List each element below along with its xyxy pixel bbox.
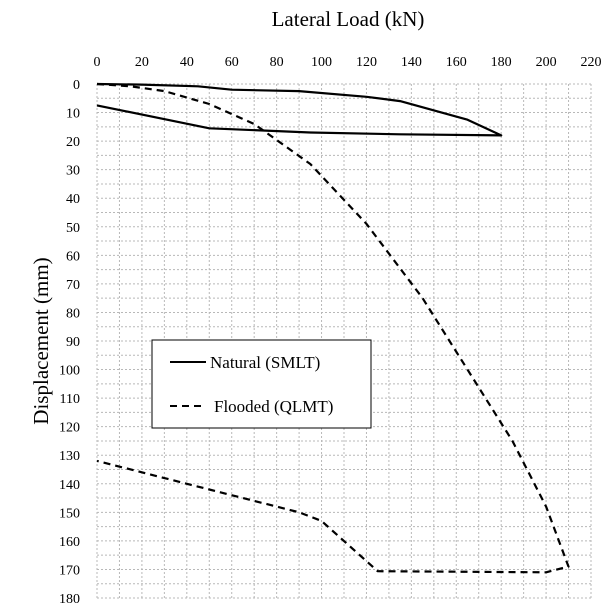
x-tick-label: 80 bbox=[270, 55, 284, 70]
y-tick-label: 100 bbox=[59, 364, 80, 379]
x-axis-title: Lateral Load (kN) bbox=[272, 7, 425, 31]
series-line-natural-smlt bbox=[96, 82, 503, 137]
x-tick-labels: 0 20 40 60 80 100 120 140 160 180 200 220 bbox=[94, 55, 602, 70]
legend-label-natural: Natural (SMLT) bbox=[210, 353, 320, 372]
y-tick-label: 0 bbox=[73, 78, 80, 93]
y-tick-label: 50 bbox=[66, 221, 80, 236]
legend-box bbox=[151, 339, 372, 429]
x-tick-label: 40 bbox=[180, 55, 194, 70]
y-tick-label: 170 bbox=[59, 563, 80, 578]
x-tick-label: 180 bbox=[491, 55, 512, 70]
x-tick-label: 160 bbox=[446, 55, 467, 70]
y-tick-label: 120 bbox=[59, 421, 80, 436]
y-tick-label: 180 bbox=[59, 592, 80, 607]
y-tick-label: 140 bbox=[59, 478, 80, 493]
y-tick-label: 160 bbox=[59, 535, 80, 550]
series-line-flooded-qlmt bbox=[96, 82, 570, 574]
y-tick-label: 80 bbox=[66, 306, 80, 321]
data-series bbox=[96, 82, 570, 574]
y-tick-label: 150 bbox=[59, 506, 80, 521]
x-tick-label: 120 bbox=[356, 55, 377, 70]
x-tick-label: 200 bbox=[536, 55, 557, 70]
y-tick-label: 110 bbox=[60, 392, 80, 407]
x-tick-label: 220 bbox=[581, 55, 602, 70]
legend: Natural (SMLT) Flooded (QLMT) bbox=[151, 339, 372, 429]
x-tick-label: 140 bbox=[401, 55, 422, 70]
x-tick-label: 60 bbox=[225, 55, 239, 70]
y-tick-label: 30 bbox=[66, 164, 80, 179]
y-tick-label: 90 bbox=[66, 335, 80, 350]
y-tick-label: 70 bbox=[66, 278, 80, 293]
y-tick-labels: 0 10 20 30 40 50 60 70 80 90 100 110 120 130 140 150 160… bbox=[59, 78, 80, 607]
y-tick-label: 40 bbox=[66, 192, 80, 207]
x-tick-label: 0 bbox=[94, 55, 101, 70]
y-tick-label: 10 bbox=[66, 107, 80, 122]
x-tick-label: 100 bbox=[311, 55, 332, 70]
y-tick-label: 130 bbox=[59, 449, 80, 464]
x-tick-label: 20 bbox=[135, 55, 149, 70]
y-tick-label: 60 bbox=[66, 249, 80, 264]
y-tick-label: 20 bbox=[66, 135, 80, 150]
legend-label-flooded: Flooded (QLMT) bbox=[214, 397, 333, 416]
y-axis-title: Displacement (mm) bbox=[29, 257, 53, 424]
